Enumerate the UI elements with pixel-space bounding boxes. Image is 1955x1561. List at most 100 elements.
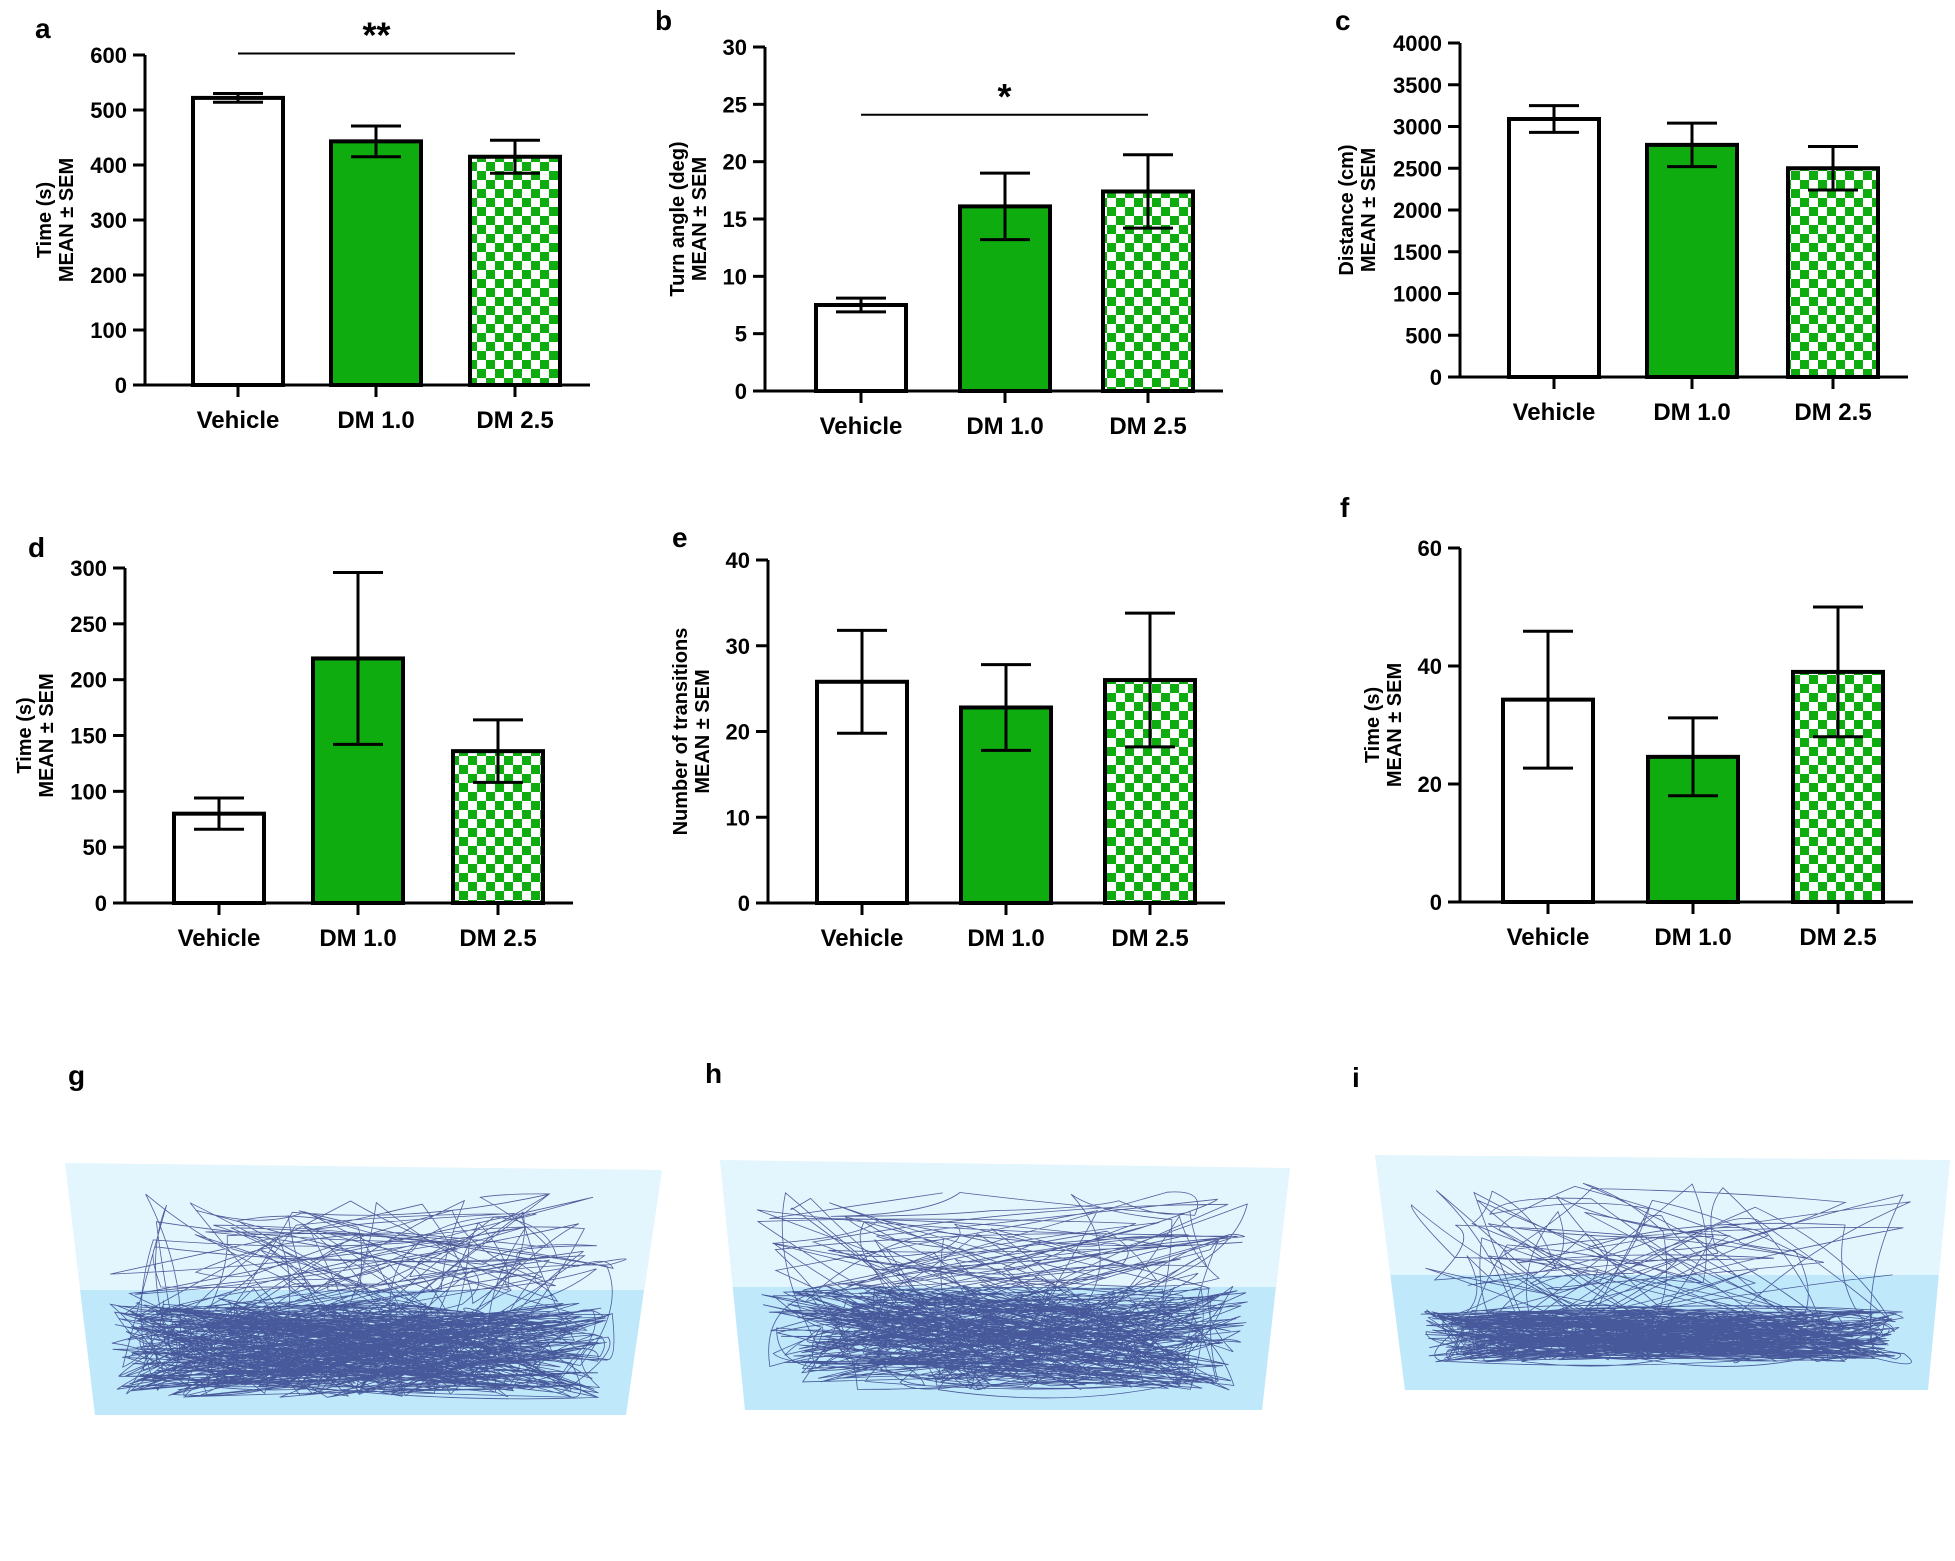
y-tick-label: 100 <box>90 318 127 343</box>
y-axis-label-line2: MEAN ± SEM <box>692 669 714 793</box>
x-tick-label: Vehicle <box>1507 924 1590 951</box>
y-tick-label: 5 <box>735 322 747 347</box>
x-tick-label: DM 2.5 <box>476 407 553 434</box>
bar <box>329 139 423 387</box>
y-axis-label: Time (s)MEAN ± SEM <box>34 158 78 282</box>
panel-letter: a <box>35 13 51 44</box>
x-tick-label: DM 1.0 <box>1653 399 1730 426</box>
y-tick-label: 0 <box>115 373 127 398</box>
y-axis-label-line1: Time (s) <box>14 697 36 773</box>
y-tick-label: 15 <box>723 207 747 232</box>
swim-track <box>1410 1182 1912 1367</box>
chart-d: d 0 50 100 150 200 250 300 Time (s)MEAN ± SEM Veh… <box>14 532 573 952</box>
x-tick-label: DM 1.0 <box>337 407 414 434</box>
x-tick-label: Vehicle <box>197 407 280 434</box>
y-tick-label: 500 <box>90 98 127 123</box>
x-tick-label: Vehicle <box>820 413 903 440</box>
y-axis-label: Turn angle (deg)MEAN ± SEM <box>667 141 711 296</box>
y-tick-label: 300 <box>90 208 127 233</box>
y-tick-label: 500 <box>1405 323 1442 348</box>
y-tick-label: 40 <box>1418 654 1442 679</box>
panel-letter: d <box>28 532 45 563</box>
y-tick-label: 400 <box>90 153 127 178</box>
y-tick-label: 250 <box>70 612 107 637</box>
panel-letter: f <box>1340 492 1350 523</box>
y-tick-label: 200 <box>70 668 107 693</box>
x-tick-label: DM 1.0 <box>1654 924 1731 951</box>
y-tick-label: 3500 <box>1393 73 1442 98</box>
y-axis-label-line1: Number of transitions <box>670 628 692 836</box>
y-tick-label: 200 <box>90 263 127 288</box>
bar <box>191 95 285 388</box>
track-panel-h: h <box>705 1058 1290 1410</box>
y-axis-label-line2: MEAN ± SEM <box>689 157 711 281</box>
y-tick-label: 300 <box>70 556 107 581</box>
y-axis-label: Number of transitionsMEAN ± SEM <box>670 628 714 836</box>
panel-letter: b <box>655 5 672 36</box>
y-tick-label: 100 <box>70 779 107 804</box>
y-tick-label: 0 <box>1430 365 1442 390</box>
panel-letter: i <box>1352 1062 1360 1093</box>
x-tick-label: DM 1.0 <box>967 925 1044 952</box>
y-axis-label-line1: Turn angle (deg) <box>667 141 689 296</box>
y-tick-label: 30 <box>726 634 750 659</box>
chart-e: e 0 10 20 30 40 Number of transitionsMEAN ± SE… <box>670 522 1225 952</box>
chart-b: b 0 5 10 15 20 25 30 Turn angle (deg)MEAN ± SEM V… <box>655 5 1223 440</box>
y-axis-label: Time (s)MEAN ± SEM <box>1362 663 1406 787</box>
y-tick-label: 150 <box>70 724 107 749</box>
x-tick-label: Vehicle <box>178 925 261 952</box>
significance-label: ** <box>362 15 390 56</box>
y-tick-label: 30 <box>723 35 747 60</box>
x-tick-label: DM 2.5 <box>1794 399 1871 426</box>
y-tick-label: 0 <box>735 379 747 404</box>
significance-label: * <box>997 76 1011 117</box>
x-tick-label: DM 2.5 <box>1111 925 1188 952</box>
y-axis-label-line2: MEAN ± SEM <box>1358 148 1380 272</box>
y-axis-label: Distance (cm)MEAN ± SEM <box>1336 144 1380 275</box>
panel-letter: c <box>1335 5 1351 36</box>
y-tick-label: 3000 <box>1393 115 1442 140</box>
y-axis-label-line1: Time (s) <box>1362 687 1384 763</box>
y-tick-label: 10 <box>726 805 750 830</box>
y-tick-label: 40 <box>726 548 750 573</box>
panel-letter: e <box>672 522 688 553</box>
y-tick-label: 20 <box>726 720 750 745</box>
x-tick-label: DM 2.5 <box>1799 924 1876 951</box>
bar <box>1786 166 1880 379</box>
y-tick-label: 0 <box>1430 890 1442 915</box>
y-tick-label: 10 <box>723 264 747 289</box>
y-axis-label-line1: Time (s) <box>34 182 56 258</box>
y-tick-label: 0 <box>738 891 750 916</box>
bar <box>468 154 562 387</box>
bar <box>1645 142 1739 379</box>
x-tick-label: DM 1.0 <box>966 413 1043 440</box>
bar <box>1507 116 1601 380</box>
chart-f: f 0 20 40 60 Time (s)MEAN ± SEM Vehicle DM 1.0 D… <box>1340 492 1913 951</box>
y-axis-label: Time (s)MEAN ± SEM <box>14 673 58 797</box>
y-tick-label: 4000 <box>1393 31 1442 56</box>
y-axis-label-line2: MEAN ± SEM <box>1384 663 1406 787</box>
swim-track <box>756 1191 1248 1399</box>
y-tick-label: 50 <box>83 835 107 860</box>
x-tick-label: DM 1.0 <box>319 925 396 952</box>
y-tick-label: 20 <box>723 150 747 175</box>
y-tick-label: 25 <box>723 92 747 117</box>
x-tick-label: Vehicle <box>821 925 904 952</box>
y-tick-label: 60 <box>1418 536 1442 561</box>
chart-c: c 0 500 1000 1500 2000 2500 3000 3500 4000 Distanc… <box>1335 5 1908 426</box>
y-tick-label: 0 <box>95 891 107 916</box>
x-tick-label: DM 2.5 <box>1109 413 1186 440</box>
y-tick-label: 20 <box>1418 772 1442 797</box>
y-tick-label: 1000 <box>1393 282 1442 307</box>
y-tick-label: 600 <box>90 43 127 68</box>
bar <box>814 303 908 393</box>
y-axis-label-line2: MEAN ± SEM <box>36 673 58 797</box>
y-axis-label-line1: Distance (cm) <box>1336 144 1358 275</box>
track-panel-g: g <box>65 1060 662 1415</box>
swim-track <box>109 1193 627 1400</box>
x-tick-label: DM 2.5 <box>459 925 536 952</box>
y-tick-label: 1500 <box>1393 240 1442 265</box>
chart-a: a 0 100 200 300 400 500 600 Time (s)MEAN ± SEM Ve… <box>34 13 590 434</box>
